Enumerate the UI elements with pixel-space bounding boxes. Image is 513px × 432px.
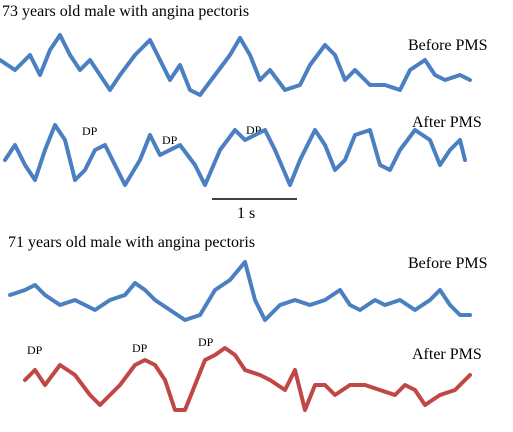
panel-title: 73 years old male with angina pectoris bbox=[2, 3, 249, 20]
dp-label: DP bbox=[198, 335, 214, 349]
trace-label: Before PMS bbox=[408, 37, 488, 54]
waveform bbox=[8, 260, 472, 322]
scale-label: 1 s bbox=[237, 205, 255, 222]
dp-label: DP bbox=[82, 124, 98, 138]
waveform bbox=[0, 33, 472, 97]
waveform bbox=[23, 346, 472, 412]
trace-label: After PMS bbox=[412, 114, 482, 131]
dp-label: DP bbox=[132, 341, 148, 355]
trace-label: Before PMS bbox=[408, 255, 488, 272]
trace-label: After PMS bbox=[412, 346, 482, 363]
panel-title: 71 years old male with angina pectoris bbox=[8, 234, 255, 251]
waveform bbox=[3, 123, 467, 187]
dp-label: DP bbox=[27, 343, 43, 357]
dp-label: DP bbox=[162, 133, 178, 147]
